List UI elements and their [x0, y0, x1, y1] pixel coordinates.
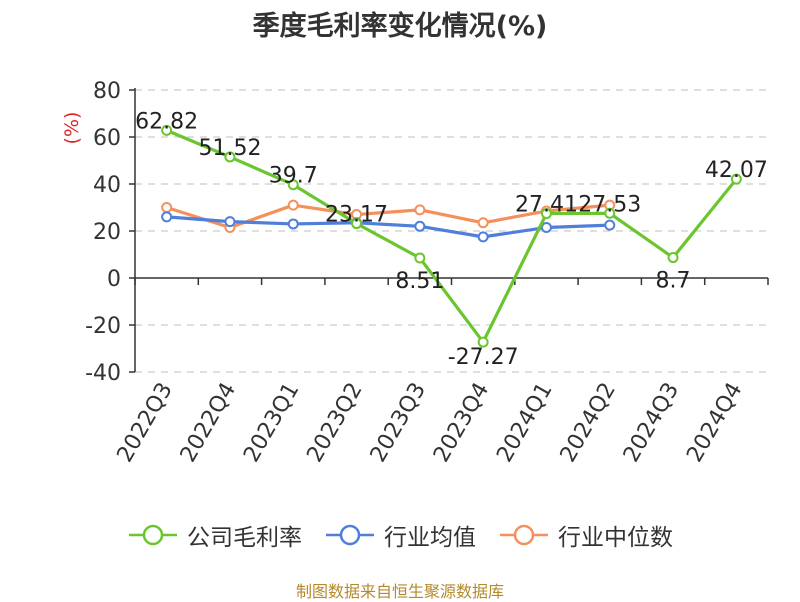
data-point-industry_avg — [477, 231, 489, 243]
data-label: 27.41 — [515, 193, 578, 218]
source-note: 制图数据来自恒生聚源数据库 — [295, 582, 504, 601]
x-tick-label: 2024Q3 — [619, 379, 684, 467]
x-tick-label: 2022Q4 — [176, 379, 241, 467]
series — [161, 124, 742, 348]
data-point-industry_avg — [414, 220, 426, 232]
data-label: 62.82 — [135, 109, 198, 134]
data-point-industry_avg — [224, 216, 236, 228]
data-point-company — [540, 208, 552, 220]
y-tick-label: -40 — [85, 361, 121, 386]
x-tick-label: 2024Q2 — [556, 379, 621, 467]
data-point-industry_median — [414, 204, 426, 216]
y-tick-label: 80 — [93, 79, 121, 104]
data-point-industry_avg — [287, 218, 299, 230]
x-tick-label: 2023Q2 — [302, 379, 367, 467]
data-point-industry_median — [161, 202, 173, 213]
x-tick-label: 2023Q3 — [366, 379, 431, 467]
x-tick-label: 2023Q4 — [429, 379, 494, 467]
data-point-company — [414, 252, 426, 264]
data-label: 23.17 — [325, 203, 388, 228]
legend: 公司毛利率 行业均值 行业中位数 — [0, 518, 800, 552]
x-tick-label: 2022Q3 — [113, 379, 178, 467]
y-tick-label: 0 — [107, 267, 121, 292]
x-tick-label: 2024Q1 — [492, 379, 557, 467]
legend-label: 行业中位数 — [558, 525, 673, 551]
legend-item-industry_median[interactable]: 行业中位数 — [498, 518, 673, 552]
series-line-industry_median — [166, 203, 610, 230]
data-label: 8.7 — [656, 269, 691, 294]
data-label: 39.7 — [269, 164, 318, 189]
legend-swatch-icon — [129, 524, 177, 546]
legend-swatch-icon — [500, 524, 548, 546]
data-point-company — [477, 336, 489, 348]
data-label: 27.53 — [578, 192, 641, 217]
y-tick-label: 40 — [93, 173, 121, 198]
legend-swatch-icon — [326, 524, 374, 546]
y-tick-label: -20 — [85, 314, 121, 339]
data-point-company — [667, 252, 679, 264]
data-point-company — [161, 124, 173, 136]
x-tick-label: 2023Q1 — [239, 379, 304, 467]
data-point-industry_median — [477, 217, 489, 229]
legend-label: 公司毛利率 — [187, 525, 302, 551]
data-label: 8.51 — [395, 269, 444, 294]
data-point-company — [224, 151, 236, 163]
y-tick-label: 60 — [93, 126, 121, 151]
data-point-company — [287, 179, 299, 191]
data-label: 51.52 — [198, 136, 261, 161]
data-label: 42.07 — [705, 158, 768, 183]
data-point-company — [730, 173, 742, 185]
data-point-industry_median — [287, 199, 299, 211]
data-point-company — [351, 218, 363, 230]
gridlines — [135, 89, 768, 373]
data-point-industry_avg — [161, 211, 173, 223]
chart-title: 季度毛利率变化情况(%) — [252, 11, 548, 42]
series-line-company — [166, 128, 738, 344]
x-tick-label: 2024Q4 — [682, 379, 747, 467]
legend-label: 行业均值 — [384, 525, 476, 551]
data-point-company — [604, 207, 616, 219]
series-line-industry_avg — [166, 215, 610, 239]
legend-item-company[interactable]: 公司毛利率 — [127, 518, 302, 552]
y-tick-label: 20 — [93, 220, 121, 245]
data-point-industry_avg — [540, 221, 552, 233]
data-label: -27.27 — [448, 345, 519, 370]
y-axis-title: (%) — [61, 112, 83, 145]
legend-item-industry_avg[interactable]: 行业均值 — [324, 518, 476, 552]
data-point-industry_avg — [604, 219, 616, 231]
